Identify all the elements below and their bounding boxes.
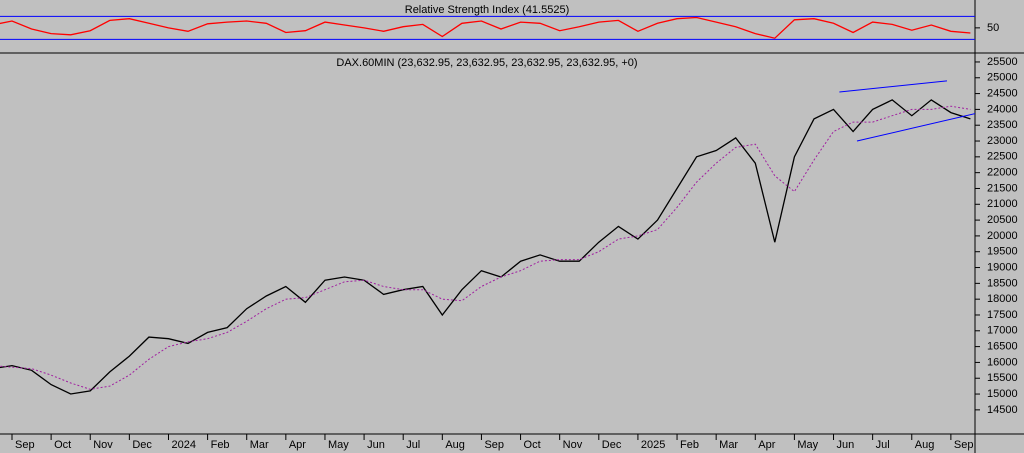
y-tick-label: 20000 xyxy=(987,230,1018,242)
x-tick-label: Mar xyxy=(250,439,269,451)
y-tick-label: 18000 xyxy=(987,293,1018,305)
x-tick-label: Jun xyxy=(837,439,855,451)
plot-area xyxy=(0,16,975,395)
y-tick-label: 15000 xyxy=(987,388,1018,400)
x-tick-label: May xyxy=(797,439,818,451)
y-tick-label: 25500 xyxy=(987,56,1018,68)
x-tick-label: Dec xyxy=(602,439,622,451)
x-tick-label: Mar xyxy=(719,439,738,451)
y-tick-label: 16000 xyxy=(987,356,1018,368)
x-tick-label: 2025 xyxy=(641,439,665,451)
y-tick-label: 17500 xyxy=(987,309,1018,321)
x-tick-label: Aug xyxy=(445,439,465,451)
x-tick-label: Nov xyxy=(563,439,583,451)
trend-line xyxy=(856,113,975,142)
y-tick-label: 18500 xyxy=(987,277,1018,289)
series-line xyxy=(0,16,971,39)
y-tick-label: 19000 xyxy=(987,261,1018,273)
y-tick-label: 23000 xyxy=(987,135,1018,147)
y-tick-label: 24500 xyxy=(987,87,1018,99)
x-tick-label: Oct xyxy=(524,439,541,451)
x-tick-label: Jul xyxy=(406,439,420,451)
y-tick-label: 23500 xyxy=(987,119,1018,131)
series-line xyxy=(0,105,971,390)
x-tick-label: Feb xyxy=(680,439,699,451)
x-tick-label: Jun xyxy=(367,439,385,451)
y-tick-label: 22500 xyxy=(987,151,1018,163)
x-tick-label: May xyxy=(328,439,349,451)
x-tick-label: Sep xyxy=(484,439,504,451)
x-tick-label: Apr xyxy=(758,439,775,451)
x-tick-label: Apr xyxy=(289,439,306,451)
y-tick-label: 25000 xyxy=(987,72,1018,84)
y-tick-label: 24000 xyxy=(987,103,1018,115)
y-tick-label: 50 xyxy=(987,22,999,34)
y-tick-label: 19500 xyxy=(987,246,1018,258)
x-tick-label: 2024 xyxy=(171,439,195,451)
x-tick-label: Oct xyxy=(54,439,71,451)
x-tick-label: Feb xyxy=(211,439,230,451)
series-line xyxy=(0,99,971,395)
y-tick-label: 22000 xyxy=(987,167,1018,179)
price-title: DAX.60MIN (23,632.95, 23,632.95, 23,632.… xyxy=(336,57,637,69)
y-tick-label: 17000 xyxy=(987,325,1018,337)
x-tick-label: Dec xyxy=(132,439,152,451)
x-tick-label: Sep xyxy=(954,439,974,451)
x-tick-label: Sep xyxy=(15,439,35,451)
y-tick-label: 16500 xyxy=(987,341,1018,353)
x-tick-label: Nov xyxy=(93,439,113,451)
y-tick-label: 15500 xyxy=(987,372,1018,384)
trend-line xyxy=(839,80,948,93)
y-tick-label: 20500 xyxy=(987,214,1018,226)
x-tick-label: Aug xyxy=(915,439,935,451)
y-tick-label: 21000 xyxy=(987,198,1018,210)
rsi-title: Relative Strength Index (41.5525) xyxy=(405,4,570,16)
x-tick-label: Jul xyxy=(876,439,890,451)
y-tick-label: 14500 xyxy=(987,404,1018,416)
y-tick-label: 21500 xyxy=(987,182,1018,194)
